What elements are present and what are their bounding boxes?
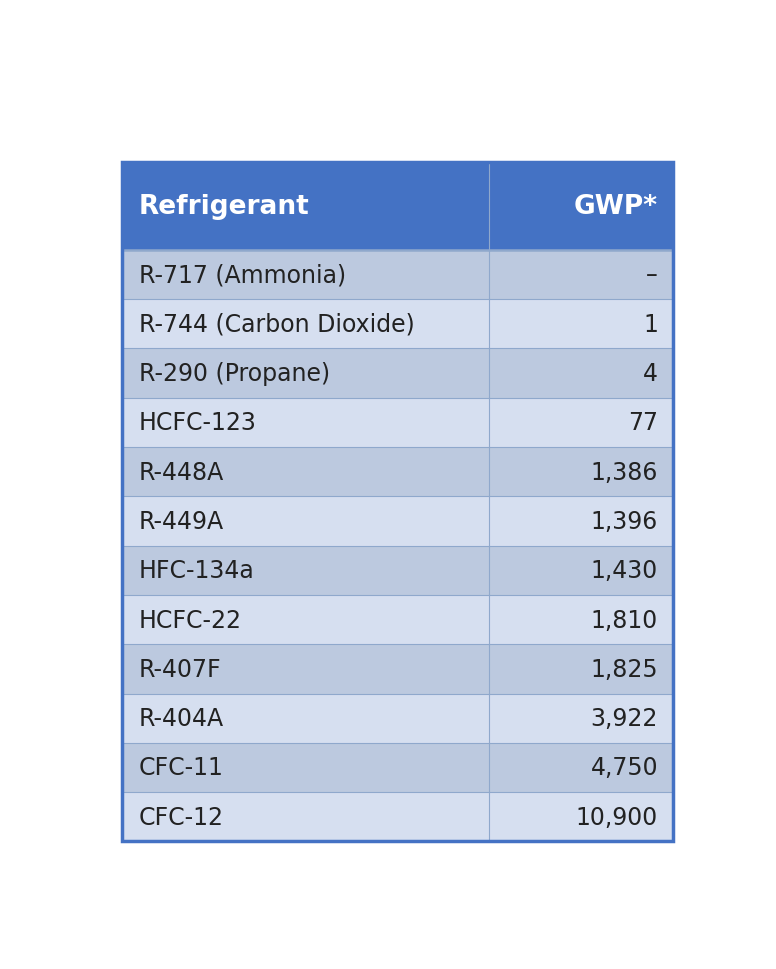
Bar xyxy=(123,251,673,299)
Text: CFC-12: CFC-12 xyxy=(139,805,224,828)
Text: 4,750: 4,750 xyxy=(591,756,658,780)
Bar xyxy=(123,497,673,547)
Text: R-290 (Propane): R-290 (Propane) xyxy=(139,361,331,386)
Bar xyxy=(123,644,673,694)
Text: R-407F: R-407F xyxy=(139,657,222,681)
Text: HFC-134a: HFC-134a xyxy=(139,559,255,582)
Bar xyxy=(123,547,673,595)
Text: R-449A: R-449A xyxy=(139,510,224,533)
Text: 10,900: 10,900 xyxy=(576,805,658,828)
Text: 3,922: 3,922 xyxy=(591,706,658,731)
Text: 1,386: 1,386 xyxy=(591,460,658,484)
Bar xyxy=(123,448,673,497)
Text: HCFC-123: HCFC-123 xyxy=(139,411,257,435)
Text: CFC-11: CFC-11 xyxy=(139,756,224,780)
Bar xyxy=(123,793,673,841)
Text: 1: 1 xyxy=(643,312,658,336)
Bar xyxy=(123,299,673,349)
Text: R-404A: R-404A xyxy=(139,706,224,731)
Bar xyxy=(123,398,673,448)
Text: 77: 77 xyxy=(628,411,658,435)
Text: 1,825: 1,825 xyxy=(591,657,658,681)
Bar xyxy=(123,694,673,743)
Text: 1,430: 1,430 xyxy=(591,559,658,582)
Text: R-448A: R-448A xyxy=(139,460,224,484)
Text: 1,396: 1,396 xyxy=(591,510,658,533)
Bar xyxy=(123,349,673,398)
Bar xyxy=(123,743,673,793)
Bar xyxy=(123,595,673,644)
Text: R-744 (Carbon Dioxide): R-744 (Carbon Dioxide) xyxy=(139,312,415,336)
Text: HCFC-22: HCFC-22 xyxy=(139,608,242,632)
Text: R-717 (Ammonia): R-717 (Ammonia) xyxy=(139,264,346,287)
Bar xyxy=(123,163,673,251)
Text: 1,810: 1,810 xyxy=(591,608,658,632)
Text: GWP*: GWP* xyxy=(574,194,658,220)
Text: –: – xyxy=(646,264,658,287)
Text: 4: 4 xyxy=(643,361,658,386)
Text: Refrigerant: Refrigerant xyxy=(139,194,310,220)
